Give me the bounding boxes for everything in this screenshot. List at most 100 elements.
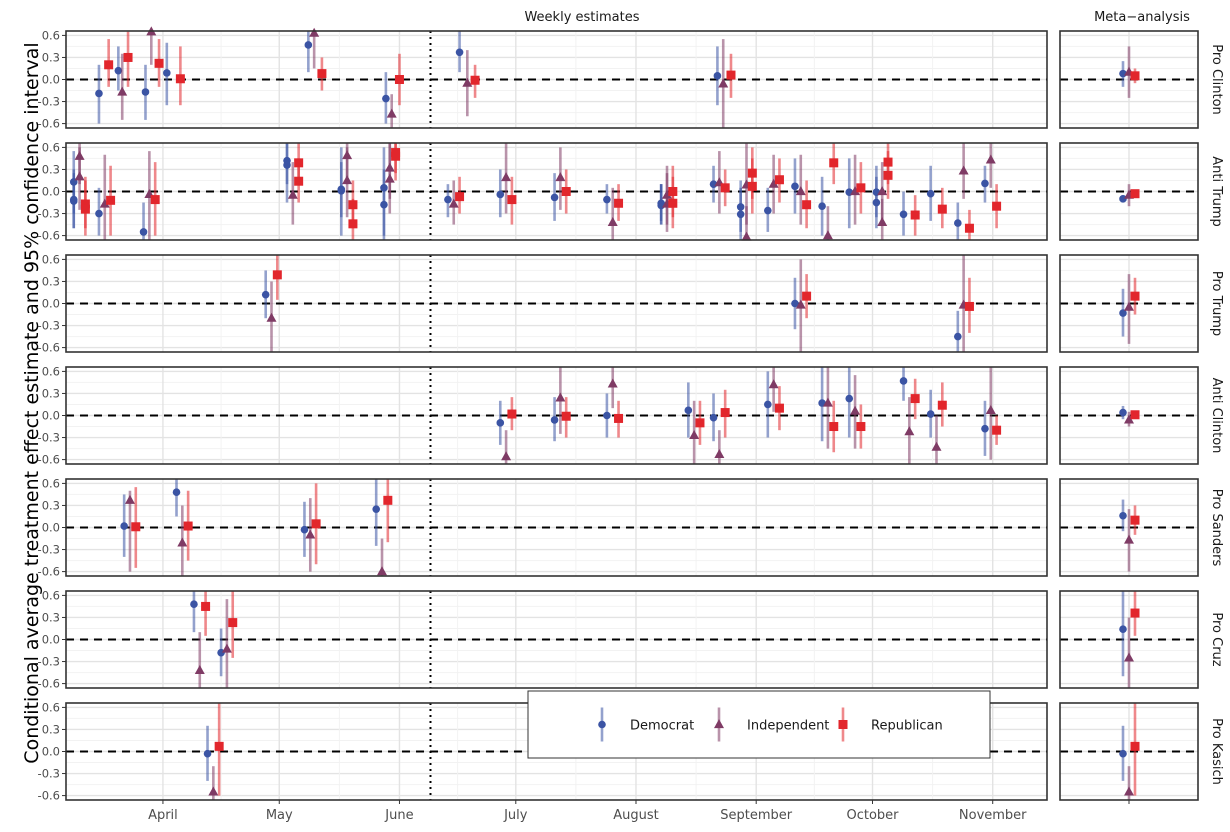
weekly-point-democrat: [337, 186, 346, 195]
weekly-point-republican: [294, 158, 304, 168]
weekly-point-republican: [507, 409, 517, 419]
weekly-point-democrat: [455, 48, 464, 57]
y-tick-label: 0.0: [42, 633, 60, 647]
weekly-point-republican: [150, 195, 160, 205]
x-tick-label: June: [384, 808, 413, 823]
weekly-point-republican: [829, 422, 839, 432]
y-tick-label: 0.3: [42, 498, 60, 512]
weekly-point-independent: [99, 198, 110, 208]
weekly-point-republican: [104, 60, 114, 70]
weekly-point-independent: [822, 230, 833, 240]
weekly-point-independent: [768, 178, 779, 188]
y-tick-label: -0.6: [38, 453, 60, 467]
weekly-point-independent: [309, 27, 320, 37]
weekly-point-republican: [131, 522, 141, 532]
weekly-point-independent: [287, 189, 298, 199]
weekly-point-independent: [266, 312, 277, 322]
weekly-point-independent: [377, 566, 388, 576]
y-tick-label: 0.0: [42, 409, 60, 423]
weekly-point-independent: [386, 108, 397, 118]
weekly-point-republican: [802, 200, 812, 210]
panel-anti-trump: 0.6 0.3 0.0 -0.3 -0.6 Anti Trump: [38, 140, 1224, 242]
weekly-point-republican: [774, 175, 784, 185]
y-tick-label: 0.0: [42, 73, 60, 87]
weekly-point-democrat: [899, 210, 908, 219]
weekly-point-republican: [348, 219, 358, 229]
weekly-point-democrat: [713, 72, 722, 80]
weekly-point-republican: [175, 74, 185, 84]
weekly-point-independent: [607, 378, 618, 388]
weekly-point-democrat: [603, 195, 611, 204]
panel-strip-label: Anti Clinton: [1209, 378, 1224, 454]
weekly-point-independent: [985, 404, 996, 414]
weekly-point-independent: [177, 537, 188, 547]
weekly-point-democrat: [190, 600, 198, 609]
weekly-point-republican: [774, 403, 784, 413]
weekly-point-democrat: [380, 184, 388, 192]
main-panel-border: [65, 590, 1048, 689]
x-tick-label: May: [266, 808, 293, 823]
x-tick-label: November: [959, 808, 1027, 823]
y-tick-label: -0.3: [38, 207, 60, 221]
y-tick-label: 0.3: [42, 274, 60, 288]
weekly-point-independent: [305, 529, 316, 539]
y-tick-label: 0.6: [42, 476, 60, 490]
weekly-point-republican: [154, 58, 164, 68]
meta-panel-border: [1059, 30, 1199, 129]
weekly-point-republican: [106, 195, 116, 205]
weekly-point-democrat: [736, 210, 745, 219]
weekly-point-republican: [614, 198, 624, 208]
weekly-point-democrat: [203, 749, 212, 758]
legend-key-independent: [714, 719, 724, 729]
meta-point-independent: [1124, 534, 1134, 544]
x-tick-label: September: [720, 808, 793, 823]
meta-panel-border: [1059, 254, 1199, 353]
weekly-point-democrat: [603, 411, 611, 420]
weekly-point-democrat: [496, 419, 505, 427]
meta-point-republican: [1130, 189, 1140, 199]
weekly-point-independent: [221, 643, 232, 653]
weekly-point-independent: [555, 392, 566, 402]
weekly-point-republican: [856, 422, 866, 432]
weekly-point-independent: [850, 186, 861, 196]
weekly-point-republican: [964, 223, 974, 233]
weekly-point-republican: [228, 618, 238, 628]
weekly-point-republican: [883, 170, 893, 180]
weekly-point-independent: [714, 449, 725, 459]
meta-point-republican: [1130, 410, 1140, 420]
weekly-point-republican: [910, 210, 920, 220]
weekly-point-democrat: [954, 332, 962, 341]
weekly-point-independent: [985, 154, 996, 164]
weekly-point-independent: [342, 175, 353, 185]
legend-label-democrat: Democrat: [630, 719, 694, 734]
weekly-point-republican: [201, 601, 211, 611]
weekly-point-independent: [958, 165, 969, 175]
weekly-point-democrat: [300, 525, 309, 534]
weekly-point-independent: [718, 78, 729, 88]
y-tick-label: 0.6: [42, 140, 60, 154]
weekly-point-independent: [662, 189, 673, 199]
weekly-point-democrat: [764, 400, 772, 409]
weekly-point-republican: [383, 495, 393, 505]
x-tick-label: August: [613, 808, 659, 823]
weekly-point-republican: [214, 741, 224, 751]
weekly-point-republican: [311, 519, 321, 529]
weekly-point-independent: [501, 172, 512, 182]
weekly-point-independent: [124, 494, 135, 504]
weekly-point-republican: [561, 187, 571, 196]
column-title-weekly: Weekly estimates: [524, 10, 639, 25]
meta-point-democrat: [1119, 511, 1127, 520]
panels: 0.6 0.3 0.0 -0.3 -0.6 Pro Clinton 0.6 0.3 0.0 -0.…: [38, 26, 1224, 803]
weekly-point-democrat: [372, 505, 380, 513]
y-tick-label: -0.3: [38, 431, 60, 445]
weekly-point-independent: [795, 299, 806, 309]
weekly-point-republican: [394, 75, 404, 84]
meta-point-republican: [1130, 291, 1140, 301]
weekly-point-democrat: [764, 206, 772, 215]
y-tick-label: 0.6: [42, 252, 60, 266]
panel-strip-label: Pro Clinton: [1209, 44, 1224, 115]
weekly-point-independent: [384, 173, 395, 183]
meta-point-republican: [1130, 741, 1140, 751]
meta-panel-border: [1059, 478, 1199, 577]
weekly-point-republican: [391, 148, 401, 158]
